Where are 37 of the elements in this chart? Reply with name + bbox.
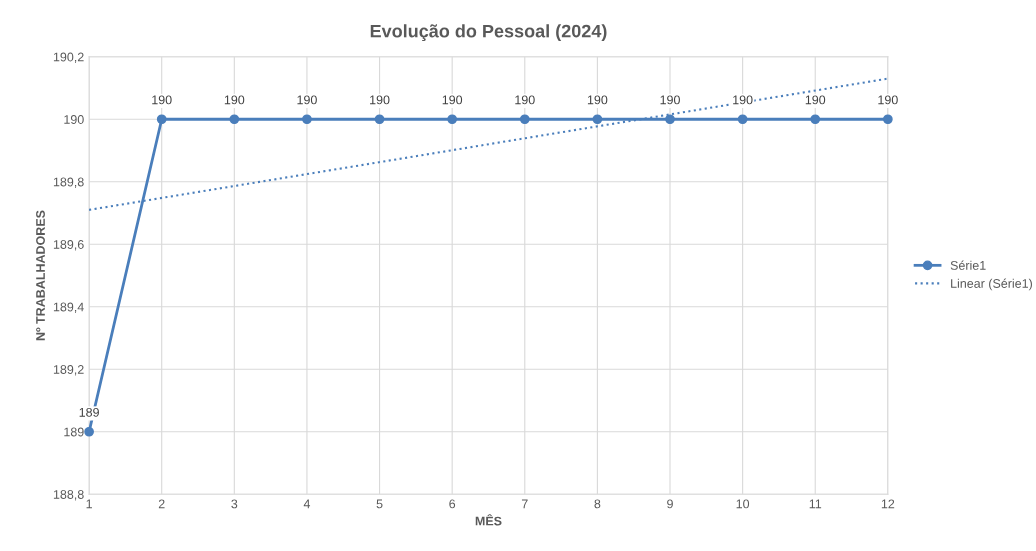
y-tick-label: 189,8 bbox=[53, 177, 84, 188]
x-tick-label: 3 bbox=[231, 499, 238, 509]
x-tick-label: 10 bbox=[736, 499, 750, 509]
data-label: 190 bbox=[733, 95, 753, 105]
data-label: 190 bbox=[878, 95, 898, 105]
chart-title: Evolução do Pessoal (2024) bbox=[370, 24, 607, 42]
x-tick-label: 6 bbox=[449, 499, 456, 509]
x-tick-label: 5 bbox=[376, 499, 383, 509]
data-label: 190 bbox=[587, 95, 608, 105]
data-label: 190 bbox=[442, 95, 463, 105]
data-label: 190 bbox=[152, 95, 172, 105]
x-tick-label: 1 bbox=[86, 499, 92, 509]
y-axis-title: Nº TRABALHADORES bbox=[36, 210, 45, 341]
data-label: 190 bbox=[660, 95, 680, 105]
legend-label: Linear (Série1) bbox=[951, 278, 1032, 291]
x-tick-label: 2 bbox=[158, 499, 165, 509]
x-tick-label: 7 bbox=[521, 499, 528, 509]
y-tick-label: 190,2 bbox=[53, 52, 84, 63]
x-tick-label: 12 bbox=[881, 499, 895, 509]
y-tick-label: 190 bbox=[64, 115, 84, 124]
data-label: 190 bbox=[370, 95, 390, 105]
data-label: 190 bbox=[224, 95, 245, 105]
x-tick-label: 11 bbox=[809, 499, 822, 509]
x-tick-label: 8 bbox=[594, 499, 601, 509]
x-axis-title: MÊS bbox=[475, 514, 502, 526]
data-label: 190 bbox=[805, 95, 826, 105]
y-tick-label: 188,8 bbox=[53, 490, 84, 501]
y-tick-label: 189,4 bbox=[53, 302, 84, 313]
y-tick-label: 189,2 bbox=[53, 365, 84, 376]
data-label: 189 bbox=[79, 407, 99, 417]
y-tick-label: 189,6 bbox=[53, 240, 84, 251]
data-label: 190 bbox=[297, 95, 317, 105]
x-tick-label: 9 bbox=[667, 499, 673, 509]
x-tick-label: 4 bbox=[303, 499, 311, 509]
legend-label: Série1 bbox=[950, 260, 986, 270]
data-label: 190 bbox=[515, 95, 535, 105]
y-tick-label: 189 bbox=[64, 427, 84, 437]
